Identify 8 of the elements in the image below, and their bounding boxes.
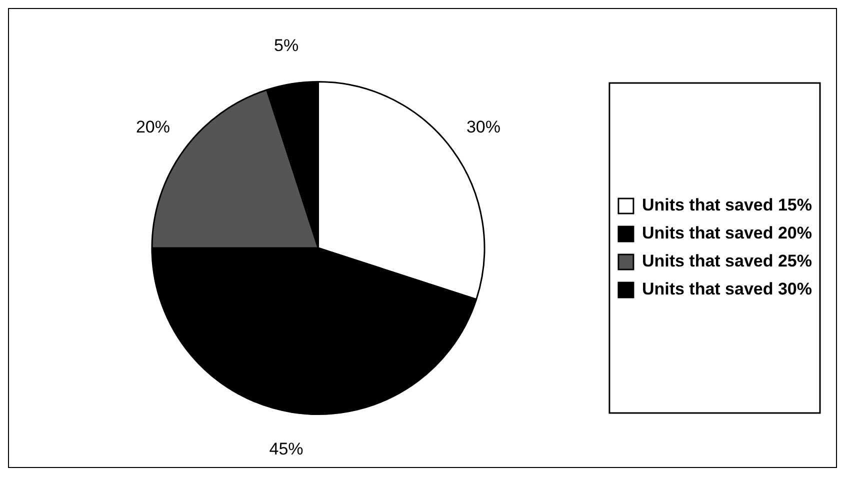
data-label: 30% [466, 118, 500, 137]
legend-label: Units that saved 25% [642, 252, 812, 271]
data-label: 45% [269, 439, 304, 458]
data-label: 20% [136, 118, 170, 137]
legend-label: Units that saved 30% [642, 280, 812, 299]
legend-label: Units that saved 20% [642, 224, 812, 243]
data-label: 5% [274, 36, 299, 55]
legend-label: Units that saved 15% [642, 196, 812, 215]
